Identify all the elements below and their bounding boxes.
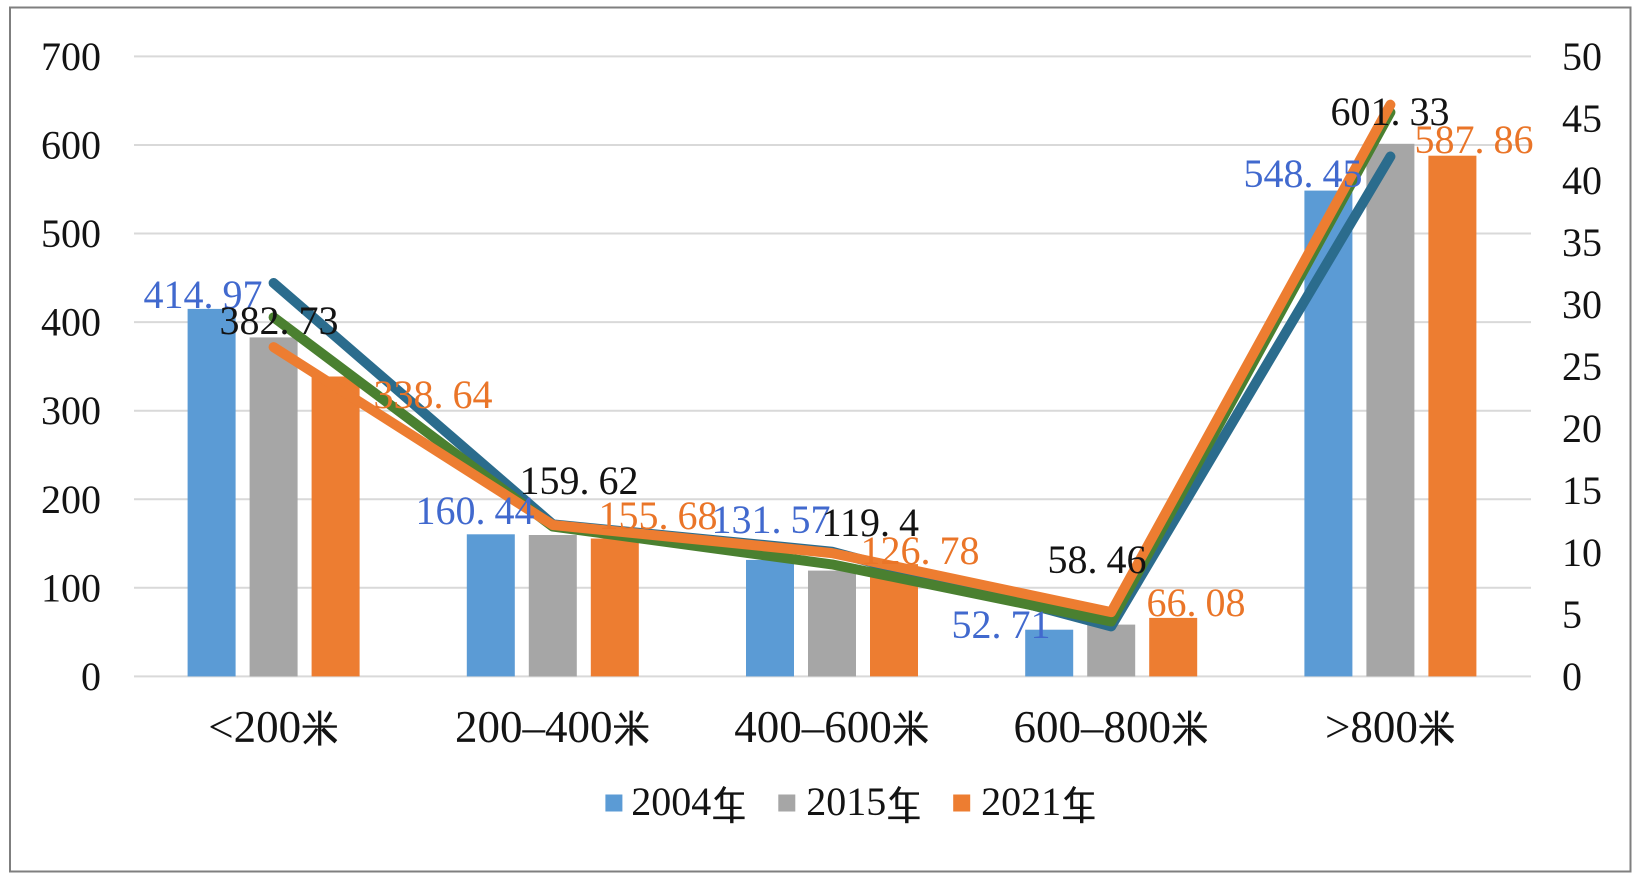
svg-text:50: 50: [1562, 34, 1602, 79]
svg-text:587.86: 587. 86: [1415, 117, 1534, 162]
svg-text:0: 0: [81, 654, 101, 699]
svg-text:10: 10: [1562, 530, 1602, 575]
svg-text:338.64: 338. 64: [374, 372, 493, 417]
svg-text:500: 500: [41, 211, 101, 256]
svg-text:400–600: 400–600: [734, 702, 892, 752]
svg-text:45: 45: [1562, 96, 1602, 141]
svg-text:159.62: 159. 62: [520, 458, 639, 503]
svg-text:15: 15: [1562, 468, 1602, 513]
svg-text:100: 100: [41, 565, 101, 610]
svg-text:160.44: 160. 44: [416, 488, 535, 533]
svg-text:414.97: 414. 97: [144, 272, 263, 317]
svg-text:126.78: 126. 78: [861, 528, 980, 573]
svg-text:58.46: 58. 46: [1048, 537, 1147, 582]
svg-text:2021: 2021: [981, 779, 1061, 824]
svg-text:600: 600: [41, 123, 101, 168]
svg-text:400: 400: [41, 300, 101, 345]
svg-text:155.68: 155. 68: [599, 493, 718, 538]
svg-text:2004: 2004: [631, 779, 711, 824]
svg-text:30: 30: [1562, 282, 1602, 327]
svg-text:119.4: 119. 4: [822, 500, 920, 545]
svg-text:601.33: 601. 33: [1331, 89, 1450, 134]
svg-text:200: 200: [41, 477, 101, 522]
svg-text:5: 5: [1562, 592, 1582, 637]
svg-text:40: 40: [1562, 158, 1602, 203]
svg-text:200–400: 200–400: [455, 702, 613, 752]
svg-text:52.71: 52. 71: [952, 602, 1051, 647]
svg-text:600–800: 600–800: [1014, 702, 1172, 752]
svg-text:382.73: 382. 73: [220, 298, 339, 343]
svg-text:20: 20: [1562, 406, 1602, 451]
svg-text:548.45: 548. 45: [1244, 151, 1363, 196]
svg-text:25: 25: [1562, 344, 1602, 389]
svg-text:<200: <200: [208, 702, 301, 752]
svg-text:>800: >800: [1325, 702, 1418, 752]
svg-text:131.57: 131. 57: [712, 497, 831, 542]
svg-text:2015: 2015: [806, 779, 886, 824]
svg-text:300: 300: [41, 388, 101, 433]
svg-text:35: 35: [1562, 220, 1602, 265]
svg-text:66.08: 66. 08: [1147, 580, 1246, 625]
svg-text:0: 0: [1562, 654, 1582, 699]
svg-text:700: 700: [41, 34, 101, 79]
